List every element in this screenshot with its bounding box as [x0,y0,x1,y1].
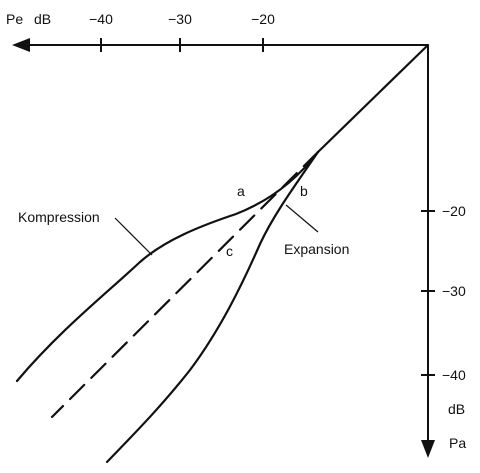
y-tick-label-20: −20 [442,203,466,219]
expansion-curve [105,150,320,464]
y-tick-label-40: −40 [442,367,466,383]
curve-label-a: a [237,183,245,199]
x-axis-arrow [12,38,30,52]
kompression-leader-line [114,217,153,256]
curve-label-b: b [300,183,308,199]
expansion-label: Expansion [284,241,349,257]
x-tick-label-20: −20 [251,11,275,27]
y-axis-arrow [421,440,435,458]
expansion-leader-line [285,204,319,233]
y-axis-unit: dB [448,401,465,417]
y-tick-label-30: −30 [442,283,466,299]
x-tick-label-40: −40 [89,11,113,27]
compression-curve [15,150,320,383]
x-axis-name: Pe [6,11,23,27]
curve-label-c: c [226,243,233,259]
linear-reference-dashed-line [50,150,320,419]
x-tick-label-30: −30 [168,11,192,27]
y-axis-name: Pa [449,435,466,451]
linear-segment-line [316,43,430,154]
kompression-label: Kompression [18,209,100,225]
x-axis-unit: dB [34,11,51,27]
